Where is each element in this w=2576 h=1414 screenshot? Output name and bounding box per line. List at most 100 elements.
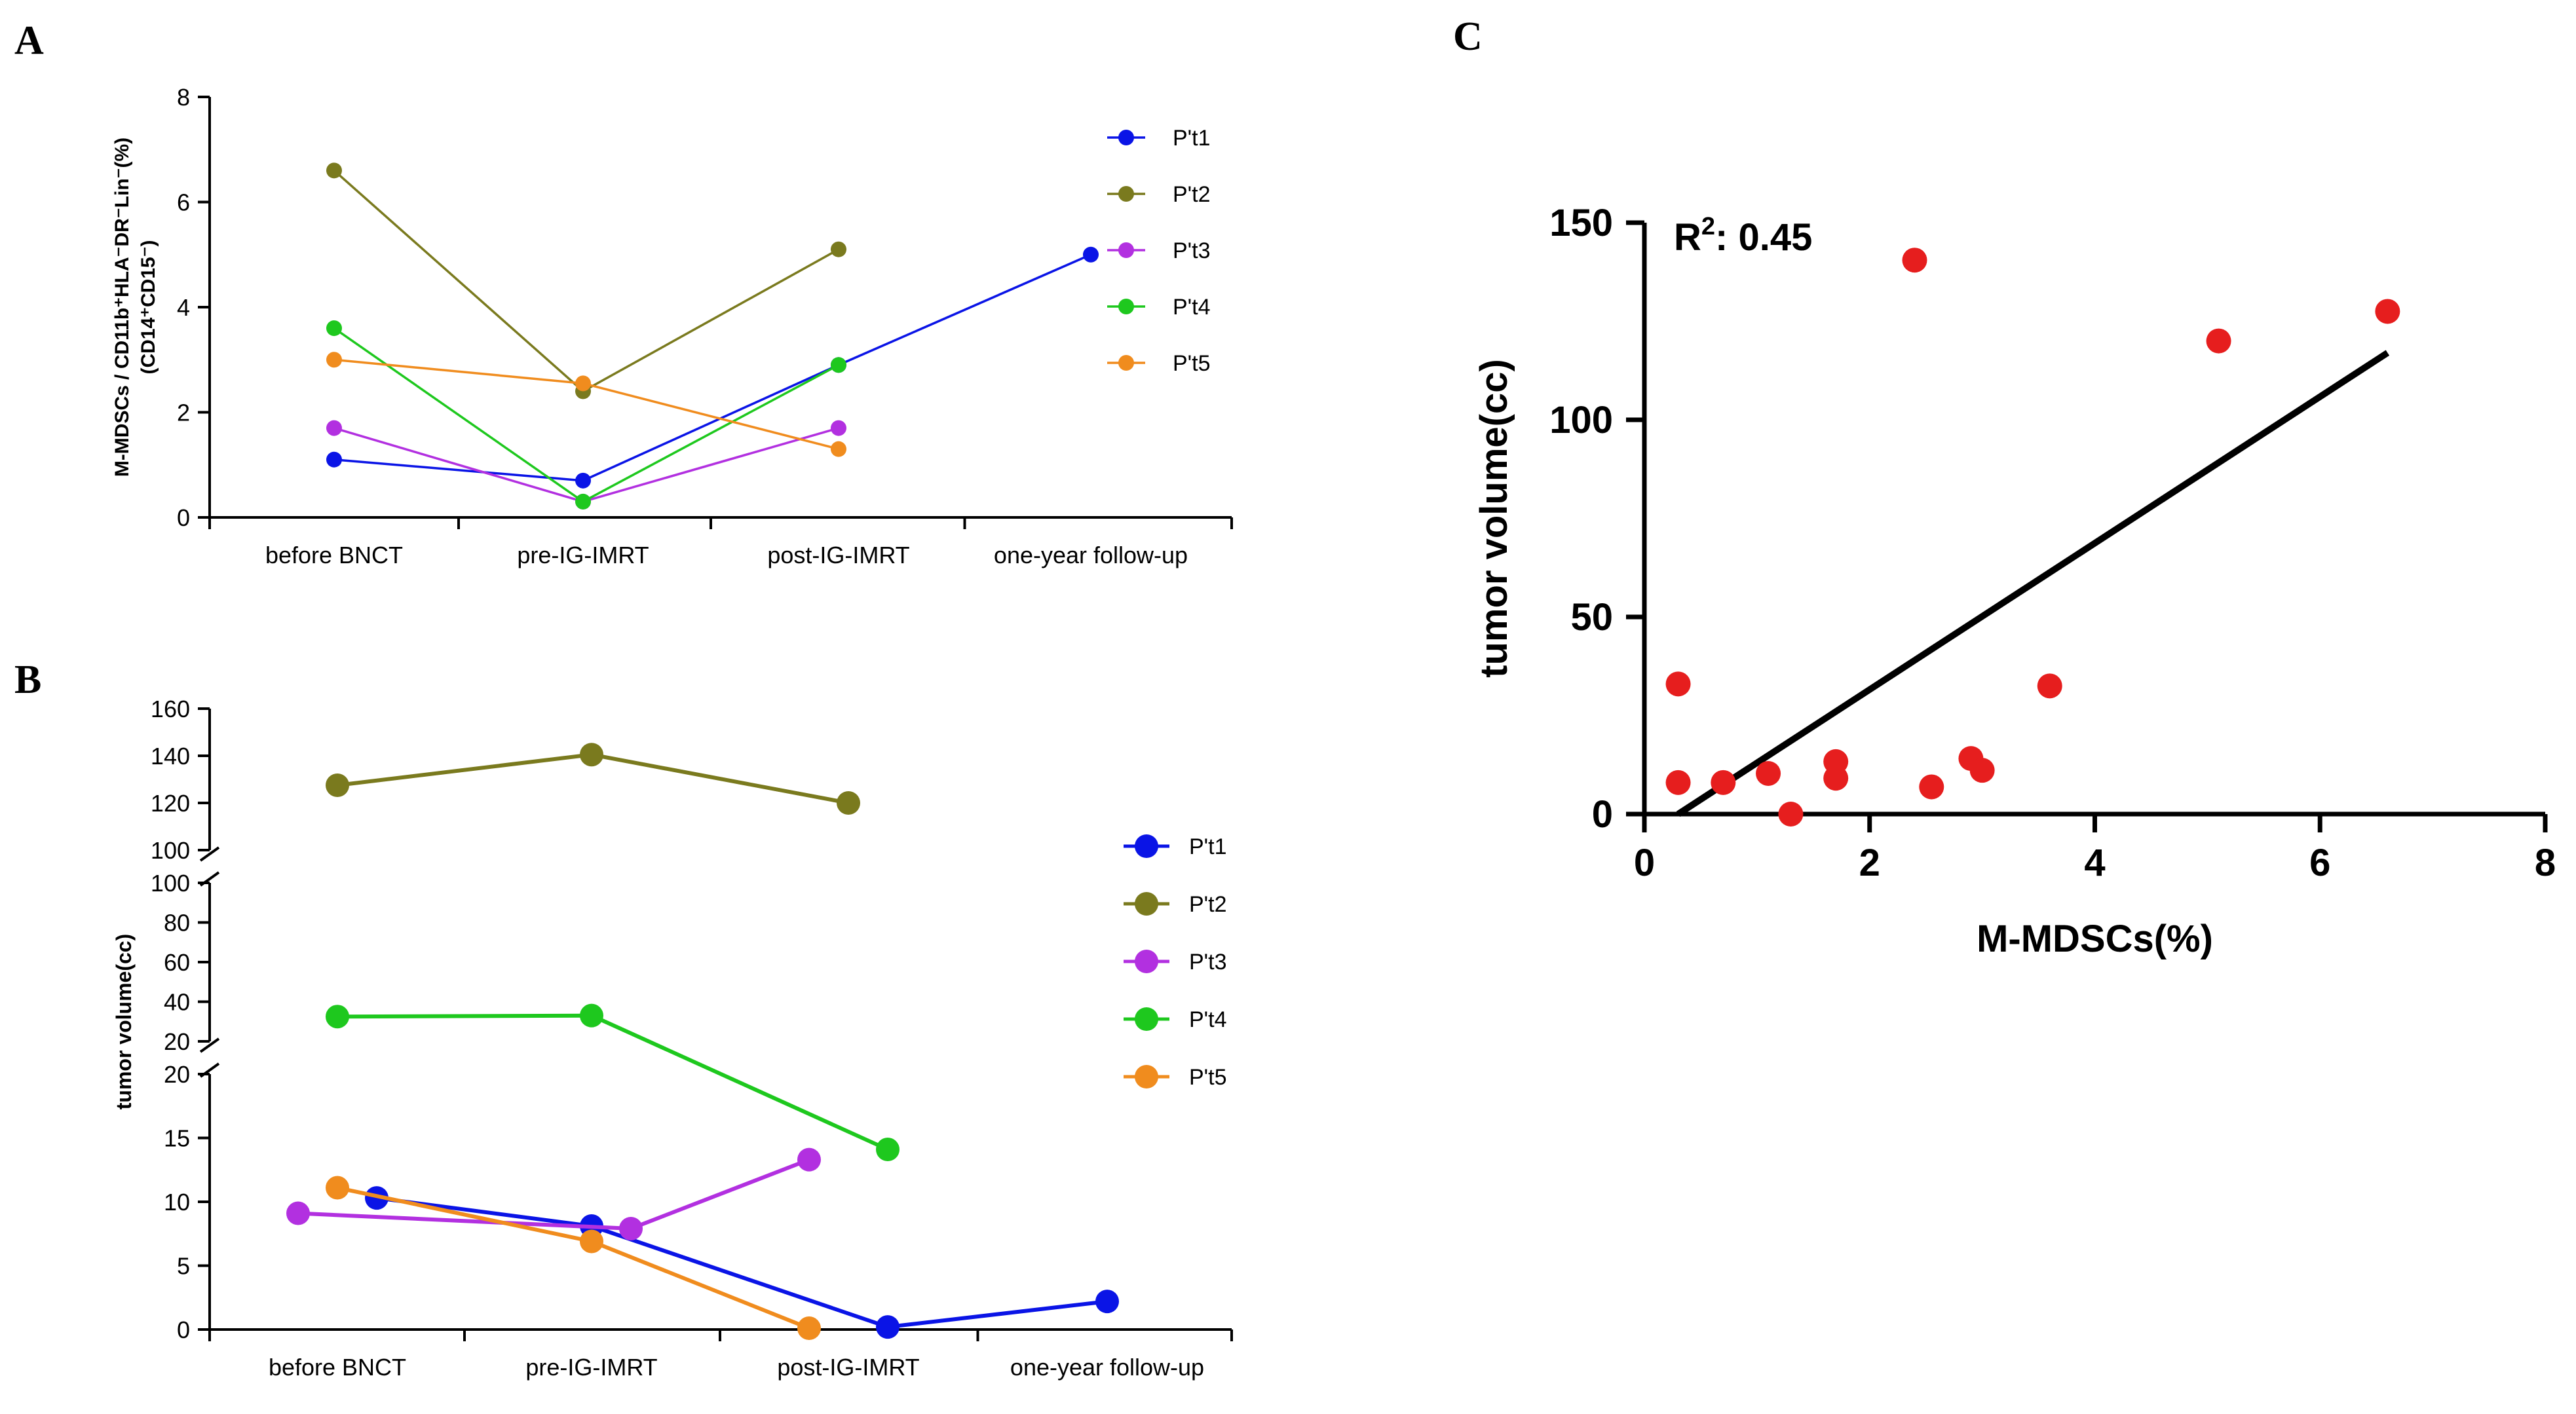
a-legend-label-p-t5: P't5 [1173, 351, 1211, 376]
b-point-p-t5 [797, 1316, 821, 1341]
b-legend-label-p-t1: P't1 [1189, 834, 1227, 859]
c-scatter-point [1665, 671, 1691, 697]
a-x-tick-label: one-year follow-up [994, 542, 1188, 568]
c-x-tick-label: 2 [1859, 842, 1880, 884]
b-y-tick-label: 100 [151, 837, 190, 864]
c-y-tick-label: 50 [1570, 596, 1613, 639]
c-scatter-point [1969, 758, 1995, 783]
b-axis-break-mark [199, 871, 220, 887]
a-point-p-t4 [326, 320, 342, 337]
b-y-tick-label: 80 [164, 910, 190, 937]
panel-c-letter: C [1453, 14, 1483, 59]
c-x-tick-label: 8 [2535, 842, 2556, 884]
c-scatter-point [1665, 770, 1691, 795]
b-legend-swatch-marker [1135, 834, 1158, 858]
b-x-tick-label: post-IG-IMRT [777, 1354, 919, 1381]
b-x-tick-label: pre-IG-IMRT [525, 1354, 657, 1381]
a-y-tick-label: 4 [177, 294, 190, 321]
a-legend-label-p-t2: P't2 [1173, 182, 1211, 207]
b-legend-label-p-t4: P't4 [1189, 1007, 1227, 1032]
b-axis-break-mark [199, 846, 220, 862]
b-legend-swatch-marker [1135, 1007, 1158, 1031]
b-y-tick-label: 10 [164, 1189, 190, 1216]
a-y-tick-label: 8 [177, 84, 190, 111]
b-point-p-t5 [580, 1229, 603, 1254]
a-legend-label-p-t4: P't4 [1173, 295, 1211, 320]
b-y-tick-label: 0 [177, 1316, 190, 1343]
a-y-axis-label-line2: (CD14⁺CD15⁻) [138, 240, 159, 374]
b-y-tick-label: 20 [164, 1061, 190, 1088]
b-y-tick-label: 60 [164, 949, 190, 976]
a-legend-swatch-marker [1118, 355, 1134, 371]
c-scatter-point [1919, 774, 1944, 800]
a-y-tick-label: 0 [177, 504, 190, 531]
a-point-p-t3 [831, 420, 846, 436]
b-axis-break-mark [199, 1037, 220, 1053]
b-point-p-t3 [619, 1216, 643, 1240]
a-point-p-t3 [326, 420, 342, 436]
a-x-tick-label: post-IG-IMRT [767, 542, 909, 568]
b-point-p-t2 [580, 743, 603, 767]
a-x-tick-label: before BNCT [265, 542, 403, 568]
b-y-tick-label: 40 [164, 989, 190, 1016]
a-point-p-t5 [326, 352, 342, 368]
b-series-line-p-t4 [337, 1013, 889, 1151]
c-scatter-point [1756, 760, 1781, 786]
a-point-p-t1 [1083, 246, 1099, 263]
b-legend-swatch-marker [1135, 892, 1158, 916]
c-y-tick-label: 0 [1592, 793, 1613, 836]
b-x-tick-label: one-year follow-up [1010, 1354, 1204, 1381]
b-legend-swatch-marker [1135, 1065, 1158, 1088]
chart-a: 0 2 4 6 8 before BNCT pre-IG-IMRT post-IG-IMRT o… [111, 84, 1233, 568]
a-legend-label-p-t3: P't3 [1173, 238, 1211, 263]
a-y-tick-label: 6 [177, 189, 190, 216]
chart-b: 0 5 10 15 20 20 40 60 80 100 100 120 140 160 before BN… [112, 696, 1233, 1381]
a-legend-swatch-marker [1118, 186, 1134, 202]
c-scatter-point [2206, 328, 2231, 354]
a-y-axis-label-line1: M-MDSCs / CD11b⁺HLA⁻DR⁻Lin⁻(%) [111, 138, 133, 477]
b-point-p-t4 [876, 1138, 900, 1162]
a-series-line-p-t1 [333, 253, 1091, 482]
b-legend-label-p-t5: P't5 [1189, 1065, 1227, 1090]
c-y-tick-label: 150 [1549, 202, 1613, 244]
c-x-tick-label: 6 [2309, 842, 2330, 884]
b-y-tick-label: 15 [164, 1125, 190, 1152]
b-y-tick-label: 120 [151, 790, 190, 817]
b-point-p-t1 [1095, 1290, 1119, 1314]
c-x-tick-label: 4 [2084, 842, 2105, 884]
panel-a-letter: A [14, 18, 44, 63]
a-point-p-t2 [326, 162, 342, 179]
b-point-p-t1 [876, 1315, 900, 1339]
b-y-tick-label: 5 [177, 1253, 190, 1280]
c-x-tick-label: 0 [1634, 842, 1655, 884]
c-fit-line [1676, 350, 2390, 817]
b-legend-label-p-t2: P't2 [1189, 892, 1227, 917]
a-point-p-t1 [326, 451, 342, 468]
b-point-p-t4 [580, 1003, 603, 1028]
b-point-p-t2 [326, 773, 349, 797]
a-legend-swatch-marker [1118, 242, 1134, 258]
b-point-p-t3 [797, 1147, 821, 1172]
c-x-axis-label: M-MDSCs(%) [1977, 918, 2213, 960]
a-point-p-t4 [831, 357, 846, 373]
c-scatter-point [1823, 766, 1849, 791]
c-scatter-point [1778, 802, 1804, 827]
a-legend-swatch-marker [1118, 299, 1134, 314]
a-x-tick-label: pre-IG-IMRT [517, 542, 649, 568]
b-y-tick-label: 160 [151, 696, 190, 722]
c-y-tick-label: 100 [1549, 399, 1613, 441]
a-legend-swatch-marker [1118, 130, 1134, 145]
b-point-p-t3 [286, 1201, 310, 1225]
b-y-axis-label: tumor volume(cc) [112, 934, 136, 1109]
b-legend-label-p-t3: P't3 [1189, 950, 1227, 975]
b-series-line-p-t5 [337, 1185, 810, 1330]
c-scatter-point [1711, 770, 1736, 795]
a-point-p-t2 [831, 241, 846, 257]
b-y-tick-label: 20 [164, 1028, 190, 1055]
c-scatter-point [1902, 248, 1927, 273]
c-scatter-point [2375, 299, 2400, 324]
a-legend-label-p-t1: P't1 [1173, 126, 1211, 151]
b-point-p-t5 [326, 1176, 349, 1200]
c-scatter-point [2037, 673, 2062, 699]
